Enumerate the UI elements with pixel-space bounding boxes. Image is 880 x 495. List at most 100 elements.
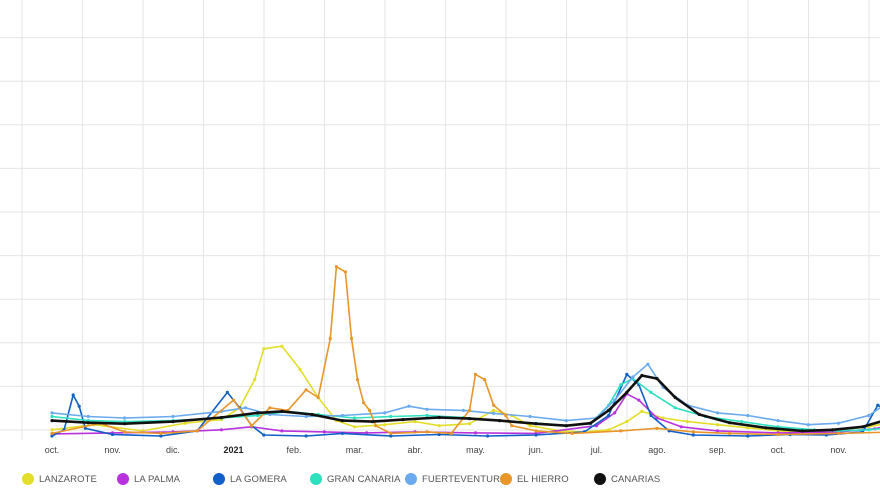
data-point-lanzarote: [280, 344, 284, 348]
data-point-lanzarote: [262, 347, 266, 351]
data-point-canarias: [625, 390, 629, 394]
data-point-fuerteventura: [461, 408, 465, 412]
data-point-gran-canaria: [50, 414, 54, 419]
legend-label: EL HIERRO: [517, 473, 569, 485]
data-point-el-hierro: [483, 378, 487, 382]
data-point-el-hierro: [374, 424, 378, 428]
data-point-fuerteventura: [646, 362, 650, 366]
x-tick-label: oct.: [45, 445, 60, 455]
data-point-gran-canaria: [256, 413, 260, 418]
data-point-gran-canaria: [867, 428, 871, 432]
data-point-lanzarote: [298, 367, 302, 371]
data-point-el-hierro: [389, 431, 393, 435]
legend-item-el-hierro[interactable]: EL HIERRO: [500, 468, 569, 490]
legend-marker: [213, 473, 225, 485]
data-point-la-palma: [219, 428, 223, 432]
series-line-el-hierro: [51, 265, 880, 436]
legend-label: FUERTEVENTURA: [422, 473, 507, 485]
legend-item-la-gomera[interactable]: LA GOMERA: [213, 468, 287, 490]
x-tick-label: jul.: [590, 445, 603, 455]
data-point-la-palma: [655, 416, 659, 420]
data-point-la-gomera: [389, 434, 393, 438]
data-point-fuerteventura: [171, 414, 175, 419]
data-point-canarias: [340, 419, 344, 423]
data-point-el-hierro: [534, 429, 538, 433]
data-point-gran-canaria: [649, 390, 653, 394]
data-point-gran-canaria: [740, 420, 744, 424]
data-point-canarias: [861, 425, 865, 429]
data-point-canarias: [437, 415, 441, 420]
data-point-canarias: [123, 422, 127, 426]
data-point-el-hierro: [268, 406, 272, 410]
data-point-canarias: [697, 412, 701, 417]
data-point-fuerteventura: [50, 411, 54, 415]
data-point-la-gomera: [625, 372, 629, 376]
data-point-el-hierro: [467, 408, 472, 412]
data-point-el-hierro: [250, 424, 254, 428]
x-tick-label: dic.: [166, 445, 180, 455]
data-point-lanzarote: [607, 428, 611, 432]
data-point-canarias: [588, 421, 593, 425]
data-point-canarias: [371, 420, 375, 424]
data-point-lanzarote: [437, 424, 441, 428]
legend-item-la-palma[interactable]: LA PALMA: [117, 468, 180, 490]
data-point-el-hierro: [368, 408, 372, 412]
data-point-canarias: [764, 426, 768, 430]
data-point-la-gomera: [304, 434, 308, 438]
data-point-el-hierro: [619, 429, 623, 433]
data-point-lanzarote: [625, 420, 629, 424]
data-point-canarias: [498, 419, 502, 423]
series-lines: [50, 265, 880, 438]
x-tick-label: nov.: [104, 445, 120, 455]
data-point-lanzarote: [467, 422, 472, 426]
data-point-canarias: [640, 373, 644, 378]
data-point-el-hierro: [655, 426, 659, 430]
data-point-canarias: [655, 377, 659, 381]
legend-item-lanzarote[interactable]: LANZAROTE: [22, 468, 97, 490]
data-point-lanzarote: [50, 428, 54, 432]
legend-item-canarias[interactable]: CANARIAS: [594, 468, 660, 490]
data-point-el-hierro: [473, 372, 478, 376]
data-point-fuerteventura: [715, 411, 720, 415]
data-point-la-palma: [322, 430, 326, 434]
data-point-gran-canaria: [352, 416, 357, 420]
data-point-la-gomera: [225, 390, 229, 394]
data-point-canarias: [171, 420, 175, 424]
x-tick-label: sep.: [709, 445, 726, 455]
legend-label: LA PALMA: [134, 473, 181, 485]
data-point-gran-canaria: [389, 414, 393, 419]
data-point-canarias: [800, 429, 804, 433]
legend-label: GRAN CANARIA: [327, 473, 401, 485]
data-point-lanzarote: [661, 416, 665, 420]
data-point-el-hierro: [691, 430, 695, 434]
data-point-la-gomera: [50, 434, 54, 438]
data-point-el-hierro: [570, 431, 574, 435]
data-point-canarias: [564, 424, 568, 428]
legend-marker: [500, 473, 512, 485]
legend-item-fuerteventura[interactable]: FUERTEVENTURA: [405, 468, 507, 490]
data-point-el-hierro: [728, 431, 732, 435]
legend-marker: [405, 473, 417, 485]
data-point-canarias: [673, 395, 677, 400]
data-point-canarias: [607, 408, 611, 412]
data-point-la-gomera: [534, 433, 538, 437]
data-point-lanzarote: [413, 420, 417, 424]
legend-label: CANARIAS: [611, 473, 661, 485]
data-point-lanzarote: [352, 425, 357, 429]
data-point-canarias: [50, 419, 54, 423]
data-point-fuerteventura: [425, 407, 429, 411]
data-point-fuerteventura: [631, 375, 635, 379]
data-point-lanzarote: [685, 420, 689, 424]
data-point-el-hierro: [425, 430, 429, 434]
x-axis-ticks: oct. nov. dic. 2021 feb. mar. abr. may. jun. jul.…: [45, 445, 847, 455]
data-point-fuerteventura: [836, 421, 841, 425]
x-tick-label: mar.: [346, 445, 364, 455]
data-point-fuerteventura: [304, 414, 308, 419]
x-tick-label: 2021: [223, 445, 243, 455]
data-point-la-gomera: [691, 433, 695, 437]
data-point-el-hierro: [316, 395, 320, 400]
legend-item-gran-canaria[interactable]: GRAN CANARIA: [310, 468, 401, 490]
series-el-hierro: [50, 265, 880, 437]
data-point-gran-canaria: [619, 383, 623, 387]
data-point-el-hierro: [449, 431, 453, 435]
